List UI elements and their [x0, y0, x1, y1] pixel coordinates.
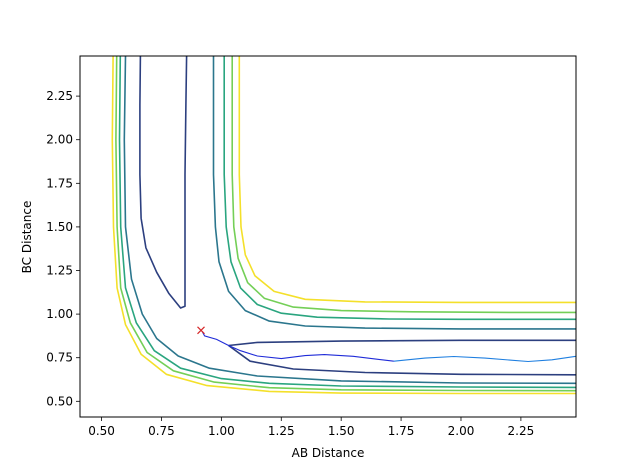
y-axis-label: BC Distance — [20, 201, 34, 274]
contour-lines — [111, 56, 576, 395]
x-tick-label: 2.25 — [508, 424, 535, 438]
x-tick-label: 1.75 — [388, 424, 415, 438]
y-tick-label: 0.50 — [46, 394, 73, 408]
y-tick-label: 2.25 — [46, 89, 73, 103]
transition-state-marker — [197, 326, 205, 335]
contour-line-3 — [228, 344, 576, 376]
y-axis: 0.50 0.75 1.00 1.25 1.50 1.75 2.00 2.25 — [46, 89, 80, 408]
plot-frame — [79, 55, 577, 418]
contour-line-9 — [231, 56, 576, 314]
contour-line-10 — [111, 56, 576, 395]
contour-line-2 — [228, 339, 576, 347]
x-tick-label: 0.75 — [148, 424, 175, 438]
trajectory-segment-end — [393, 355, 576, 363]
contour-line-11 — [238, 56, 576, 304]
contour-line-4 — [123, 56, 576, 385]
x-axis: 0.50 0.75 1.00 1.25 1.50 1.75 2.00 2.25 — [88, 417, 534, 438]
contour-line-6 — [118, 56, 576, 389]
x-tick-label: 0.50 — [88, 424, 115, 438]
x-tick-label: 1.00 — [208, 424, 235, 438]
y-tick-label: 1.75 — [46, 176, 73, 190]
y-tick-label: 1.00 — [46, 307, 73, 321]
y-tick-label: 1.25 — [46, 264, 73, 278]
contour-line-7 — [223, 56, 576, 321]
y-tick-label: 1.50 — [46, 220, 73, 234]
y-tick-label: 0.75 — [46, 351, 73, 365]
x-axis-label: AB Distance — [292, 446, 365, 460]
trajectory-segment-start — [201, 331, 394, 362]
x-tick-label: 2.00 — [448, 424, 475, 438]
contour-line-1 — [139, 56, 188, 309]
contour-line-5 — [212, 56, 576, 330]
contour-line-8 — [115, 56, 576, 392]
y-tick-label: 2.00 — [46, 133, 73, 147]
x-marker — [197, 326, 205, 335]
x-tick-label: 1.50 — [328, 424, 355, 438]
trajectory-path — [201, 331, 576, 363]
x-tick-label: 1.25 — [268, 424, 295, 438]
